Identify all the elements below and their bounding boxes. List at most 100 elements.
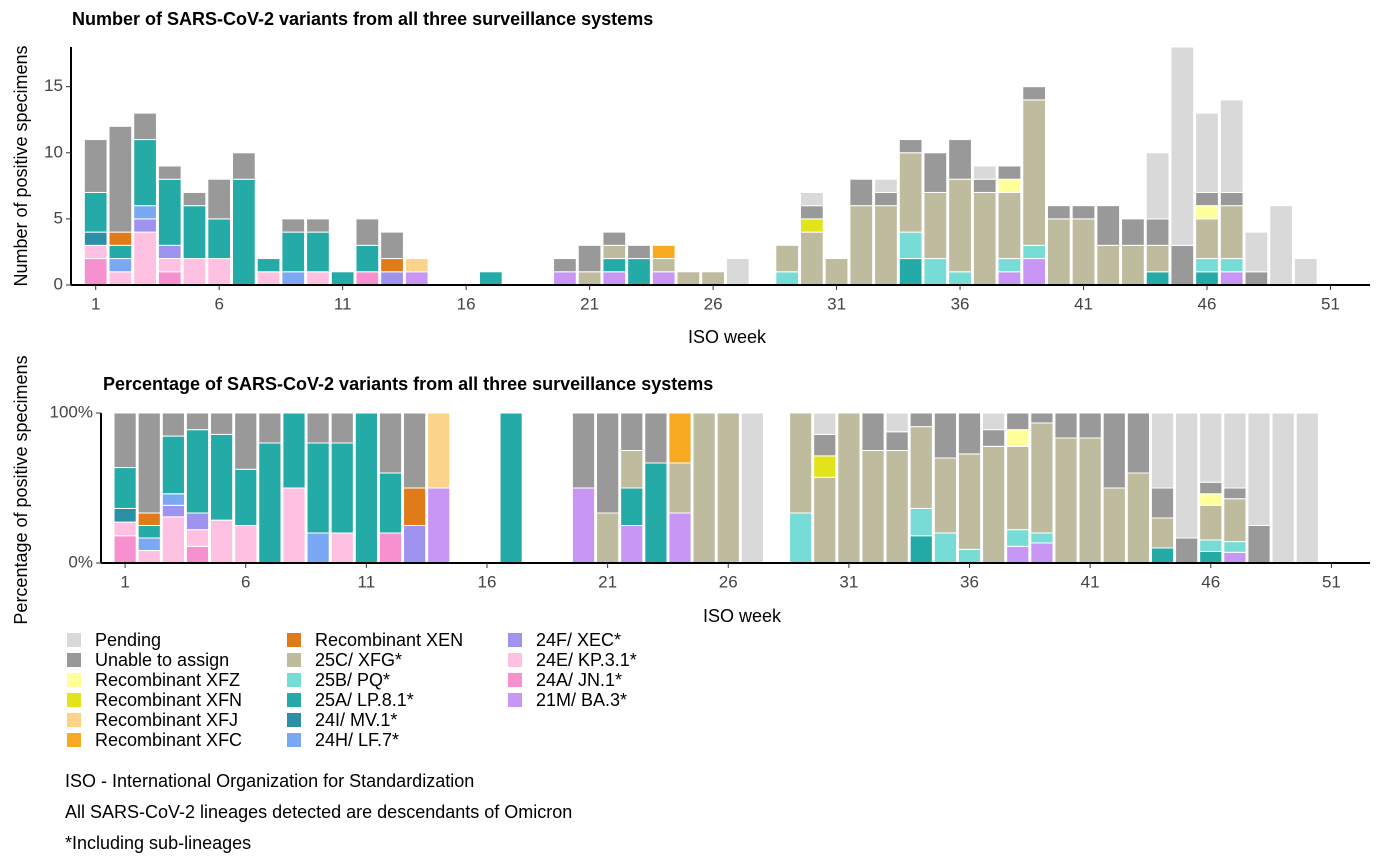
- bar-segment: [330, 442, 354, 534]
- bar-segment: [898, 231, 923, 260]
- bar-segment: [108, 125, 133, 233]
- bar-segment: [668, 412, 692, 464]
- bar-segment: [602, 231, 627, 246]
- bar-segment: [234, 412, 258, 470]
- bar-segment: [1150, 547, 1175, 564]
- bar-segment: [861, 412, 885, 451]
- bar-segment: [182, 258, 207, 286]
- legend-swatch: [287, 733, 301, 747]
- bar-segment: [161, 412, 185, 437]
- bar-segment: [620, 412, 644, 451]
- bar-segment: [1223, 498, 1247, 543]
- bar-segment: [800, 191, 824, 207]
- bar-segment: [185, 512, 210, 531]
- bar-segment: [933, 412, 957, 459]
- bar-segment: [1030, 532, 1054, 544]
- bar-segment: [306, 218, 330, 233]
- bar-segment: [306, 442, 330, 534]
- x-tick-label: 6: [214, 294, 223, 313]
- bar-segment: [137, 550, 161, 564]
- bar-segment: [620, 525, 644, 564]
- note: *Including sub-lineages: [65, 833, 251, 853]
- bar-segment: [330, 412, 354, 444]
- bar-segment: [1219, 258, 1244, 273]
- bar-segment: [113, 412, 137, 469]
- bar-segment: [982, 445, 1006, 564]
- bar-segment: [403, 525, 427, 564]
- bar-segment: [789, 412, 813, 514]
- bar-segment: [1121, 218, 1145, 246]
- legend-label: 24H/ LF.7*: [315, 730, 399, 750]
- bar-segment: [1195, 191, 1219, 207]
- bar-segment: [1195, 258, 1219, 273]
- bar-segment: [1030, 542, 1054, 564]
- bar-segment: [281, 231, 306, 273]
- bar-segment: [1223, 412, 1247, 489]
- bar-segment: [1269, 205, 1293, 286]
- x-tick-label: 21: [580, 294, 599, 313]
- bar-segment: [837, 412, 861, 564]
- bar-segment: [651, 271, 676, 286]
- bar-segment: [157, 165, 182, 180]
- x-tick-label: 6: [241, 572, 250, 591]
- bar-segment: [668, 512, 692, 564]
- bar-segment: [668, 462, 692, 514]
- bar-segment: [306, 271, 330, 286]
- bar-segment: [378, 532, 403, 564]
- y-tick-label: 100%: [50, 402, 93, 421]
- bar-segment: [874, 205, 898, 286]
- bar-segment: [161, 504, 185, 518]
- bar-segment: [133, 139, 157, 207]
- bar-segment: [256, 258, 281, 273]
- bar-segment: [403, 487, 427, 526]
- legend-label: Recombinant XFZ: [95, 670, 240, 690]
- bar-segment: [1006, 429, 1030, 447]
- bar-segment: [933, 457, 957, 534]
- bar-segment: [725, 258, 750, 286]
- bar-segment: [113, 507, 137, 523]
- bar-segment: [602, 258, 627, 273]
- bar-segment: [1006, 545, 1030, 564]
- x-tick-label: 31: [827, 294, 846, 313]
- bar-segment: [1030, 422, 1054, 534]
- bar-segment: [701, 271, 725, 286]
- bar-segment: [83, 258, 108, 286]
- legend-swatch: [67, 733, 81, 747]
- bar-segment: [909, 412, 933, 428]
- legend-swatch: [287, 693, 301, 707]
- bar-segment: [330, 271, 355, 286]
- bar-segment: [133, 112, 157, 141]
- bar-segment: [478, 271, 503, 286]
- bar-segment: [282, 412, 306, 489]
- bar-segment: [800, 231, 824, 286]
- bar-segment: [692, 412, 716, 564]
- bar-segment: [207, 258, 232, 286]
- bar-segment: [1223, 487, 1247, 500]
- bar-segment: [1199, 550, 1223, 564]
- x-tick-label: 1: [91, 294, 100, 313]
- bar-segment: [1223, 551, 1247, 564]
- bar-segment: [207, 218, 232, 260]
- bar-segment: [813, 433, 837, 457]
- bar-segment: [113, 467, 137, 509]
- bar-segment: [1271, 412, 1295, 564]
- bar-segment: [157, 271, 182, 286]
- x-tick-label: 46: [1198, 294, 1217, 313]
- legend-swatch: [508, 693, 522, 707]
- bar-segment: [1150, 517, 1175, 549]
- bar-segment: [849, 205, 874, 286]
- bar-segment: [137, 525, 161, 539]
- bar-segment: [813, 455, 837, 478]
- bar-segment: [1199, 493, 1223, 506]
- bar-segment: [113, 521, 137, 537]
- bar-segment: [1022, 86, 1046, 101]
- bar-segment: [553, 271, 577, 286]
- bar-segment: [185, 412, 210, 431]
- bar-segment: [232, 178, 256, 286]
- bar-segment: [1071, 205, 1096, 220]
- bar-segment: [1150, 412, 1175, 489]
- bar-segment: [161, 435, 185, 495]
- y-axis-title: Percentage of positive specimens: [11, 355, 31, 624]
- bar-segment: [800, 205, 824, 220]
